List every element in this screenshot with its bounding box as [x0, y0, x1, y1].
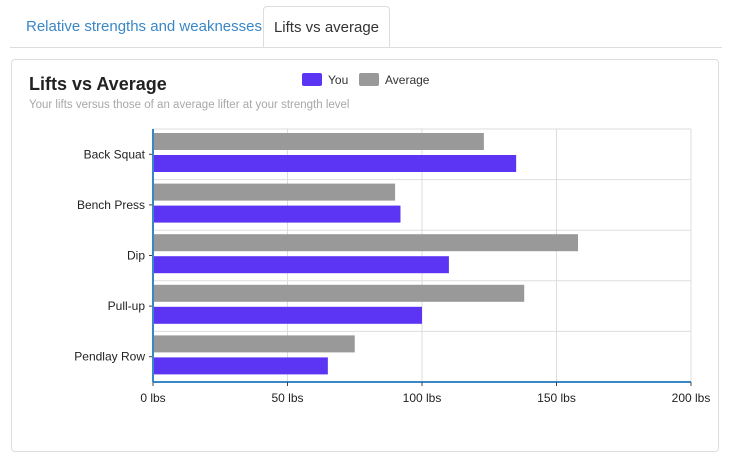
chart-title: Lifts vs Average: [29, 74, 167, 94]
bar-average: [153, 284, 525, 302]
legend-item-average[interactable]: Average: [359, 72, 429, 88]
category-label: Dip: [127, 249, 145, 263]
category-label: Pull-up: [108, 299, 146, 313]
tab-relative-strengths[interactable]: Relative strengths and weaknesses: [26, 18, 262, 35]
category-label: Pendlay Row: [74, 350, 145, 364]
legend-swatch-you: [302, 73, 322, 86]
bar-you: [153, 357, 328, 375]
x-tick-label: 200 lbs: [672, 391, 711, 405]
chart-panel: Lifts vs Average Your lifts versus those…: [11, 59, 719, 452]
tab-bar-divider: [10, 47, 722, 48]
legend-item-you[interactable]: You: [302, 72, 348, 88]
tab-bar: Relative strengths and weaknesses Lifts …: [0, 0, 736, 48]
bar-you: [153, 155, 517, 172]
tab-lifts-vs-average[interactable]: Lifts vs average: [263, 6, 390, 48]
legend-swatch-average: [359, 73, 379, 86]
x-tick-label: 100 lbs: [403, 391, 442, 405]
bar-you: [153, 256, 449, 274]
bar-chart: Back Squat Bench Press Dip Pull-up Pendlay R…: [74, 128, 711, 405]
bar-average: [153, 234, 579, 252]
x-tick-label: 150 lbs: [537, 391, 576, 405]
legend-label-average: Average: [385, 73, 430, 87]
bar-average: [153, 335, 355, 353]
category-label: Bench Press: [77, 198, 145, 212]
bar-average: [153, 183, 396, 201]
legend-label-you: You: [328, 73, 349, 87]
x-tick-label: 0 lbs: [140, 391, 165, 405]
bar-you: [153, 205, 401, 223]
chart-subtitle: Your lifts versus those of an average li…: [29, 99, 350, 111]
bar-average: [153, 133, 484, 150]
category-label: Back Squat: [84, 147, 146, 161]
bar-you: [153, 306, 422, 324]
x-tick-label: 50 lbs: [271, 391, 303, 405]
